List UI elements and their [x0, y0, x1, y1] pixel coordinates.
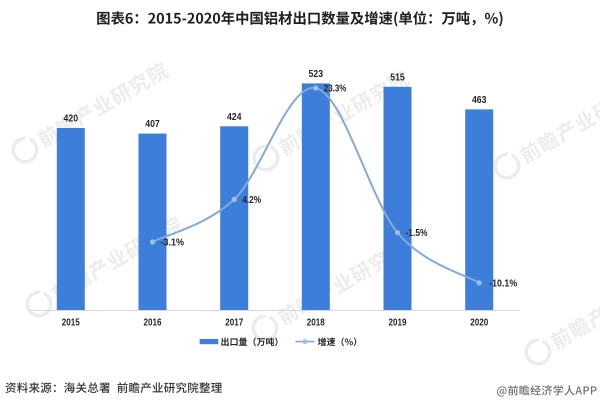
svg-text:2017: 2017 — [225, 317, 243, 328]
svg-text:-10.1%: -10.1% — [489, 278, 517, 289]
svg-text:2018: 2018 — [307, 317, 325, 328]
svg-text:515: 515 — [390, 72, 405, 83]
svg-text:463: 463 — [472, 95, 487, 106]
svg-text:424: 424 — [227, 112, 242, 123]
svg-text:2015: 2015 — [62, 317, 80, 328]
svg-text:523: 523 — [309, 69, 324, 80]
svg-text:2016: 2016 — [144, 317, 162, 328]
svg-text:-3.1%: -3.1% — [161, 238, 185, 249]
svg-text:2020: 2020 — [470, 317, 488, 328]
svg-text:4.2%: 4.2% — [242, 195, 261, 206]
svg-text:2019: 2019 — [389, 317, 407, 328]
svg-text:420: 420 — [64, 114, 79, 125]
svg-text:407: 407 — [145, 119, 160, 130]
svg-text:-1.5%: -1.5% — [406, 228, 428, 239]
svg-text:23.3%: 23.3% — [324, 84, 347, 95]
